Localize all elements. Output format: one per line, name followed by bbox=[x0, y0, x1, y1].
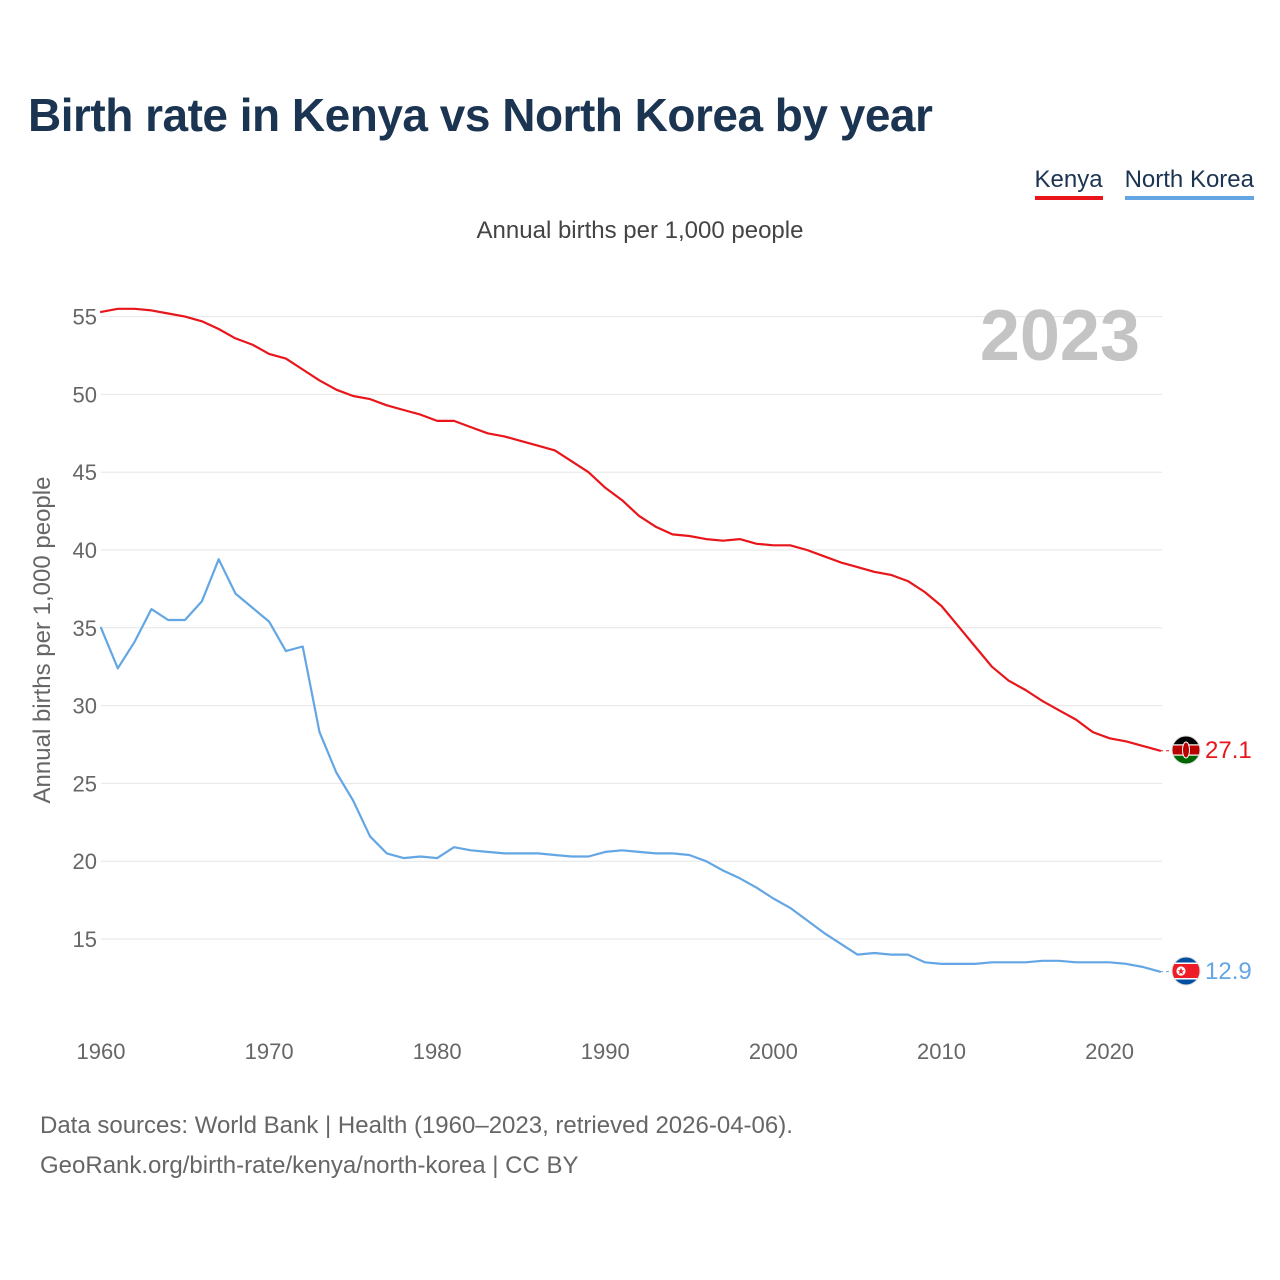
y-tick-label: 20 bbox=[73, 849, 97, 874]
y-tick-label: 45 bbox=[73, 460, 97, 485]
source-line-2: GeoRank.org/birth-rate/kenya/north-korea… bbox=[40, 1152, 579, 1179]
x-tick-label: 1990 bbox=[581, 1039, 630, 1064]
y-tick-label: 50 bbox=[73, 382, 97, 407]
north-korea-end-value: 12.9 bbox=[1205, 958, 1252, 985]
y-axis-ticks: 15 20 25 30 35 40 45 50 55 bbox=[73, 305, 97, 952]
y-tick-label: 25 bbox=[73, 771, 97, 796]
series-line-north-korea bbox=[99, 558, 1162, 973]
kenya-end-value: 27.1 bbox=[1205, 737, 1252, 764]
x-tick-label: 1970 bbox=[245, 1039, 294, 1064]
page-title: Birth rate in Kenya vs North Korea by ye… bbox=[28, 89, 933, 141]
y-axis-label: Annual births per 1,000 people bbox=[29, 477, 56, 804]
series-lines bbox=[99, 307, 1172, 973]
source-line-1: Data sources: World Bank | Health (1960–… bbox=[40, 1112, 793, 1139]
x-tick-label: 2020 bbox=[1085, 1039, 1134, 1064]
x-tick-label: 2010 bbox=[917, 1039, 966, 1064]
y-tick-label: 40 bbox=[73, 538, 97, 563]
source-note: Data sources: World Bank | Health (1960–… bbox=[40, 1106, 793, 1186]
y-tick-label: 35 bbox=[73, 616, 97, 641]
y-tick-label: 55 bbox=[73, 305, 97, 330]
chart-subtitle: Annual births per 1,000 people bbox=[476, 217, 804, 244]
kenya-flag-icon bbox=[1172, 736, 1200, 764]
legend: Kenya North Korea bbox=[1034, 166, 1254, 200]
y-tick-label: 15 bbox=[73, 927, 97, 952]
series-line-kenya bbox=[99, 307, 1162, 752]
x-tick-label: 1960 bbox=[77, 1039, 126, 1064]
north-korea-flag-icon bbox=[1172, 957, 1200, 985]
legend-item-north-korea[interactable]: North Korea bbox=[1124, 166, 1254, 200]
current-year-label: 2023 bbox=[980, 296, 1140, 376]
x-axis-ticks: 1960 1970 1980 1990 2000 2010 2020 bbox=[77, 1039, 1135, 1064]
x-tick-label: 2000 bbox=[749, 1039, 798, 1064]
legend-item-kenya[interactable]: Kenya bbox=[1034, 166, 1103, 200]
line-chart: 15 20 25 30 35 40 45 50 55 1960 1970 1980 1990 2000 2… bbox=[29, 296, 1252, 1064]
y-tick-label: 30 bbox=[73, 694, 97, 719]
x-tick-label: 1980 bbox=[413, 1039, 462, 1064]
gridlines bbox=[101, 316, 1162, 940]
